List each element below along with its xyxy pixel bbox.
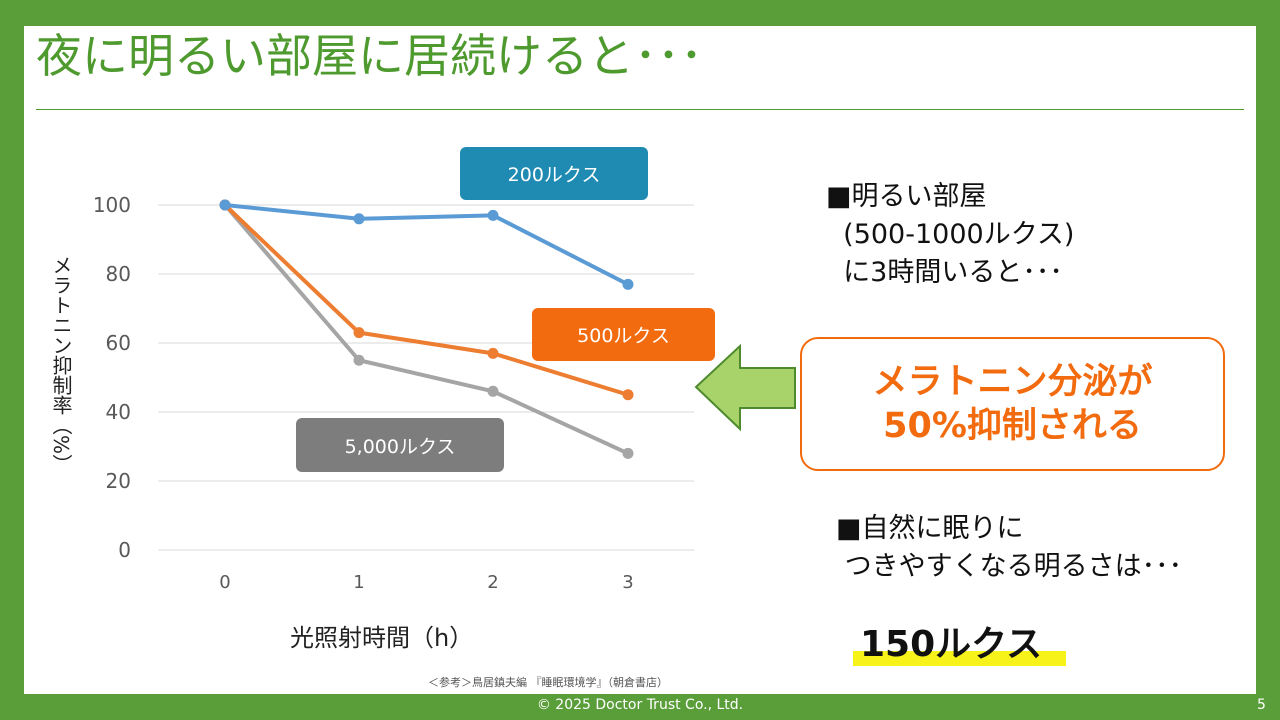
bright-room-lux-range: (500-1000ルクス) bbox=[826, 219, 1075, 250]
bright-room-duration: に3時間いると･･･ bbox=[826, 257, 1063, 288]
y-tick-60: 60 bbox=[106, 331, 131, 355]
series-1-point-3 bbox=[622, 389, 634, 401]
x-tick-1: 1 bbox=[353, 572, 364, 593]
series-1-point-2 bbox=[487, 347, 499, 359]
y-tick-0: 0 bbox=[118, 538, 131, 562]
sleep-note-heading: ■自然に眠りに bbox=[836, 513, 1024, 544]
sleep-friendly-note: ■自然に眠りに つきやすくなる明るさは･･･ bbox=[836, 510, 1182, 586]
series-line-0 bbox=[224, 203, 629, 287]
series-2-point-3 bbox=[622, 447, 634, 459]
series-2-point-2 bbox=[487, 385, 499, 397]
callout-line-2: 50%抑制される bbox=[883, 406, 1142, 446]
highlight-marker bbox=[853, 651, 1066, 666]
x-tick-0: 0 bbox=[219, 572, 230, 593]
series-line-2 bbox=[223, 203, 629, 456]
copyright-footer: © 2025 Doctor Trust Co., Ltd. bbox=[536, 697, 744, 713]
title-divider bbox=[36, 109, 1244, 110]
source-citation: ＜参考＞鳥居鎮夫編 『睡眠環境学』（朝倉書店） bbox=[428, 676, 668, 689]
y-tick-20: 20 bbox=[106, 469, 131, 493]
y-tick-100: 100 bbox=[93, 193, 131, 217]
series-0-point-2 bbox=[487, 209, 499, 221]
series-label-200-lux: 200ルクス bbox=[460, 147, 648, 200]
series-2-point-1 bbox=[353, 354, 365, 366]
x-axis-label: 光照射時間（h） bbox=[290, 624, 474, 652]
suppression-callout: メラトニン分泌が 50%抑制される bbox=[800, 337, 1225, 471]
bright-room-heading: ■明るい部屋 bbox=[826, 181, 987, 212]
sleep-note-question: つきやすくなる明るさは･･･ bbox=[836, 551, 1183, 582]
x-tick-3: 3 bbox=[622, 572, 633, 593]
series-1-point-1 bbox=[353, 327, 365, 339]
series-0-point-1 bbox=[353, 213, 365, 225]
y-tick-40: 40 bbox=[106, 400, 131, 424]
recommended-lux-value: 150ルクス bbox=[860, 624, 1043, 665]
callout-line-1: メラトニン分泌が bbox=[872, 362, 1153, 402]
y-tick-80: 80 bbox=[106, 262, 131, 286]
slide-title: 夜に明るい部屋に居続けると･･･ bbox=[36, 29, 703, 83]
bright-room-note: ■明るい部屋 (500-1000ルクス) に3時間いると･･･ bbox=[826, 178, 1074, 292]
series-label-5000-lux: 5,000ルクス bbox=[296, 418, 504, 472]
page-number: 5 bbox=[1257, 697, 1266, 713]
x-tick-2: 2 bbox=[487, 572, 498, 593]
series-0-point-0 bbox=[219, 199, 231, 211]
series-0-point-3 bbox=[622, 278, 634, 290]
series-label-500-lux: 500ルクス bbox=[532, 308, 715, 361]
series-line-1 bbox=[223, 203, 629, 397]
y-axis-label: メラトニン抑制率（%） bbox=[49, 255, 73, 475]
